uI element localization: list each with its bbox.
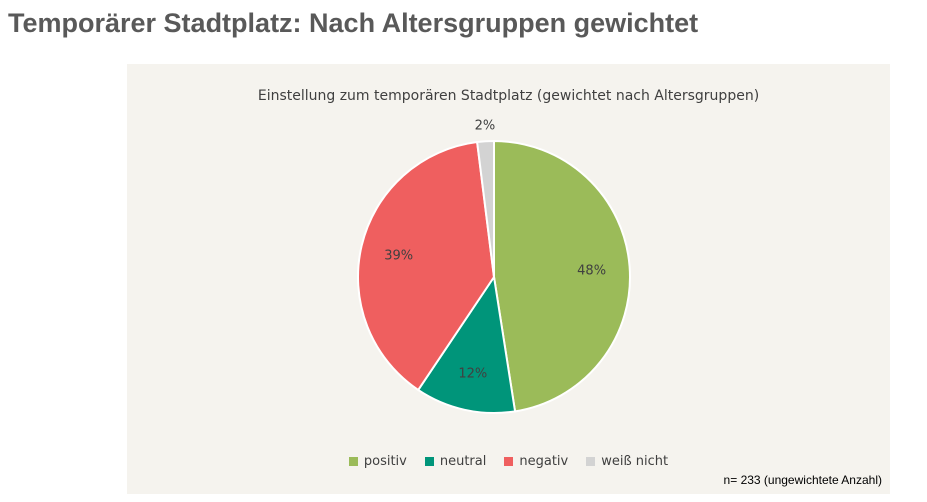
legend-swatch-negativ — [504, 457, 514, 466]
legend-item-neutral: neutral — [424, 454, 487, 469]
legend-item-weiss-nicht: weiß nicht — [586, 454, 668, 469]
legend-swatch-neutral — [424, 457, 434, 466]
chart-title: Einstellung zum temporären Stadtplatz (g… — [257, 88, 760, 104]
pie-slice-positiv — [493, 139, 631, 413]
legend-item-positiv: positiv — [348, 454, 407, 469]
legend-label-positiv: positiv — [363, 454, 407, 469]
pie-slice-neutral — [416, 274, 517, 414]
pie-chart: 48% 12% 39% 2% — [357, 118, 631, 414]
pie-label-positiv: 48% — [577, 263, 606, 278]
legend-swatch-weiss-nicht — [586, 457, 596, 466]
pie-slice-negativ — [357, 140, 496, 392]
pie-label-negativ: 39% — [384, 248, 413, 263]
pie-label-neutral: 12% — [458, 367, 487, 382]
legend-label-neutral: neutral — [439, 454, 487, 469]
sample-size-note: n= 233 (ungewichtete Anzahl) — [723, 473, 882, 487]
legend-label-weiss-nicht: weiß nicht — [601, 454, 669, 469]
chart-legend: positiv neutral negativ weiß nicht — [127, 454, 890, 469]
legend-swatch-positiv — [348, 457, 358, 466]
slide-title: Temporärer Stadtplatz: Nach Altersgruppe… — [8, 8, 699, 38]
legend-label-negativ: negativ — [519, 454, 569, 469]
chart-panel: Einstellung zum temporären Stadtplatz (g… — [127, 64, 890, 494]
pie-slice-weiss-nicht — [476, 139, 495, 278]
pie-label-weiss-nicht: 2% — [475, 118, 496, 133]
legend-item-negativ: negativ — [504, 454, 568, 469]
